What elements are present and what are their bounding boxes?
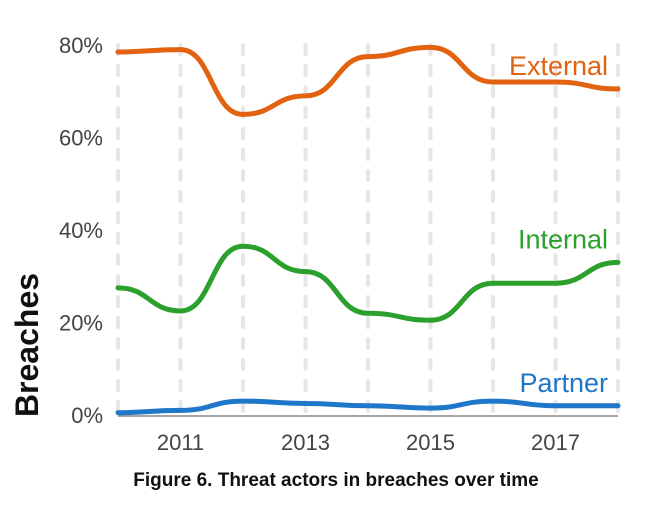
- y-tick-label: 40%: [59, 218, 103, 243]
- line-chart: 0% 20% 40% 60% 80% 2011 2013 2015 2017 External…: [9, 33, 621, 455]
- series-line-external: [115, 44, 621, 117]
- x-tick-label: 2017: [531, 430, 580, 455]
- y-tick-label: 80%: [59, 33, 103, 58]
- series-label-partner: Partner: [519, 368, 608, 398]
- series-label-internal: Internal: [518, 224, 608, 254]
- series-label-external: External: [509, 51, 608, 81]
- y-axis-label: Breaches: [9, 273, 45, 417]
- y-axis-ticks: 0% 20% 40% 60% 80%: [59, 33, 103, 428]
- y-tick-label: 60%: [59, 126, 103, 151]
- x-tick-label: 2011: [157, 430, 204, 455]
- y-tick-label: 20%: [59, 311, 103, 336]
- x-tick-label: 2013: [281, 430, 330, 455]
- chart-grid: [116, 43, 620, 417]
- series-labels: External Internal Partner: [509, 51, 608, 398]
- series-line-internal: [115, 243, 621, 323]
- x-tick-label: 2015: [406, 430, 455, 455]
- figure-caption: Figure 6. Threat actors in breaches over…: [133, 470, 539, 491]
- y-tick-label: 0%: [71, 403, 103, 428]
- x-axis-ticks: 2011 2013 2015 2017: [157, 430, 580, 455]
- chart-lines: [115, 44, 621, 416]
- series-line-partner: [115, 398, 621, 416]
